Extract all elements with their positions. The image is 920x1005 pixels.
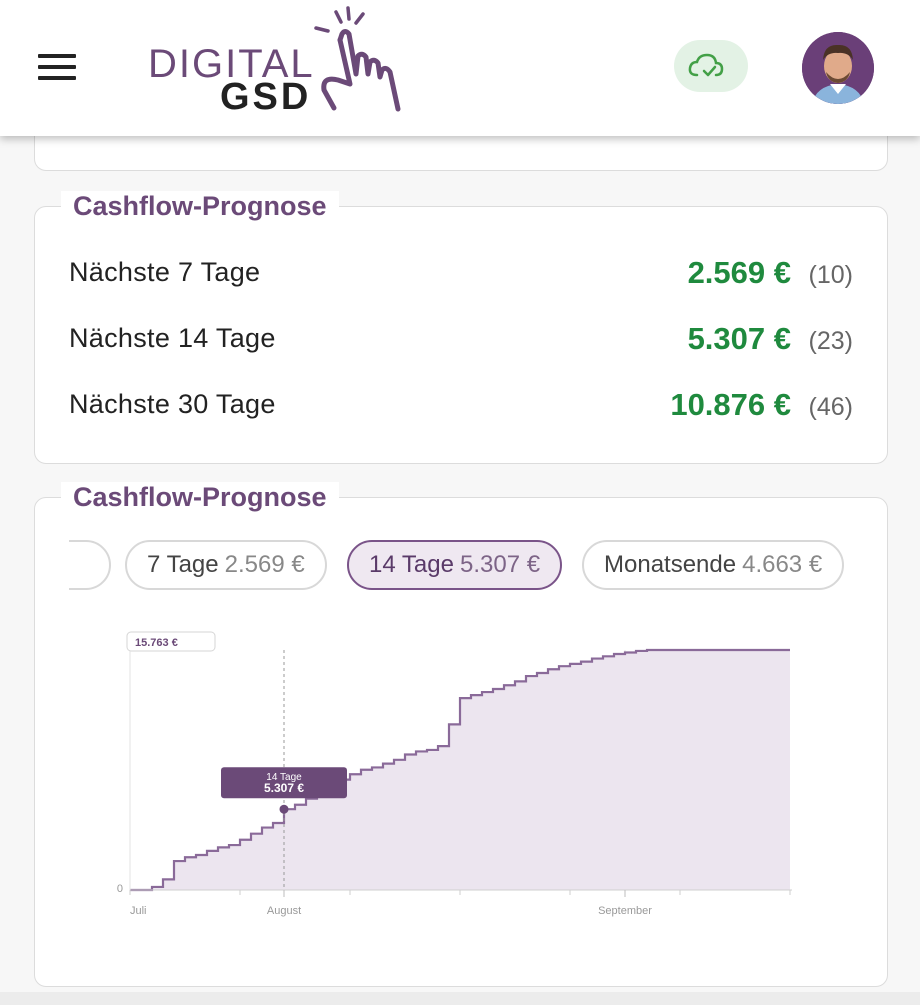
period-chip-scroller[interactable]: 7 Tage 2.569 € 14 Tage 5.307 € Monatsende 4… xyxy=(69,540,853,596)
cashflow-area xyxy=(130,650,790,890)
chip-value: 5.307 € xyxy=(459,551,541,578)
chip-label: Monatsende xyxy=(604,551,737,578)
row-amount: 10.876 € xyxy=(670,387,791,422)
sync-status-button[interactable] xyxy=(674,40,748,92)
y-min-label: 0 xyxy=(117,883,123,895)
row-count: (46) xyxy=(808,393,853,421)
chip-value: 4.663 € xyxy=(742,551,823,578)
user-avatar[interactable] xyxy=(802,32,874,104)
x-tick-label: August xyxy=(267,905,301,917)
chip-monatsende[interactable]: Monatsende 4.663 € xyxy=(582,540,845,590)
summary-row: Nächste 7 Tage 2.569 € (10) xyxy=(69,255,853,295)
chip-label: 7 Tage xyxy=(147,551,219,578)
cloud-check-icon xyxy=(688,53,724,77)
hamburger-menu-icon[interactable] xyxy=(38,54,76,80)
cashflow-chart[interactable]: 15.763 € 0 Juli August September 14 Tage 5… xyxy=(35,618,887,938)
row-amount: 5.307 € xyxy=(687,321,791,356)
chip-14-tage[interactable]: 14 Tage 5.307 € xyxy=(347,540,563,590)
card-title: Cashflow-Prognose xyxy=(61,482,339,513)
cashflow-line xyxy=(130,648,790,892)
tooltip-value: 5.307 € xyxy=(264,781,304,795)
summary-row: Nächste 14 Tage 5.307 € (23) xyxy=(69,321,853,361)
chip-label: 14 Tage xyxy=(369,551,454,578)
chip-value: 2.569 € xyxy=(224,551,305,578)
row-label: Nächste 14 Tage xyxy=(69,323,276,353)
summary-row: Nächste 30 Tage 10.876 € (46) xyxy=(69,387,853,427)
x-tick-label: September xyxy=(598,905,652,917)
row-amount: 2.569 € xyxy=(687,255,791,290)
chip-7-tage[interactable]: 7 Tage 2.569 € xyxy=(125,540,327,590)
row-count: (10) xyxy=(808,261,853,289)
user-photo-icon xyxy=(802,32,874,104)
chip-partial-left[interactable] xyxy=(69,540,111,590)
row-count: (23) xyxy=(808,327,853,355)
row-label: Nächste 30 Tage xyxy=(69,389,276,419)
pointing-hand-icon xyxy=(314,6,401,112)
y-max-label: 15.763 € xyxy=(135,637,178,649)
card-title: Cashflow-Prognose xyxy=(61,191,339,222)
logo[interactable]: DIGITAL GSD xyxy=(146,4,416,118)
cashflow-chart-card: Cashflow-Prognose 7 Tage 2.569 € 14 Tage 5… xyxy=(34,482,888,987)
logo-line1: DIGITAL xyxy=(148,42,315,86)
row-label: Nächste 7 Tage xyxy=(69,257,261,287)
app-header: DIGITAL GSD xyxy=(0,0,920,136)
logo-line2: GSD xyxy=(220,76,312,118)
tooltip-label: 14 Tage xyxy=(266,772,302,783)
annotation-tooltip xyxy=(221,767,347,799)
annotation-point[interactable] xyxy=(279,804,289,814)
bottom-edge xyxy=(0,992,920,1005)
y-max-label-box xyxy=(126,631,216,652)
cashflow-summary-card: Cashflow-Prognose Nächste 7 Tage 2.569 €… xyxy=(34,191,888,464)
x-tick-label: Juli xyxy=(130,905,147,917)
x-ticks xyxy=(129,890,791,895)
x-tick-labels: Juli August September xyxy=(130,890,652,917)
